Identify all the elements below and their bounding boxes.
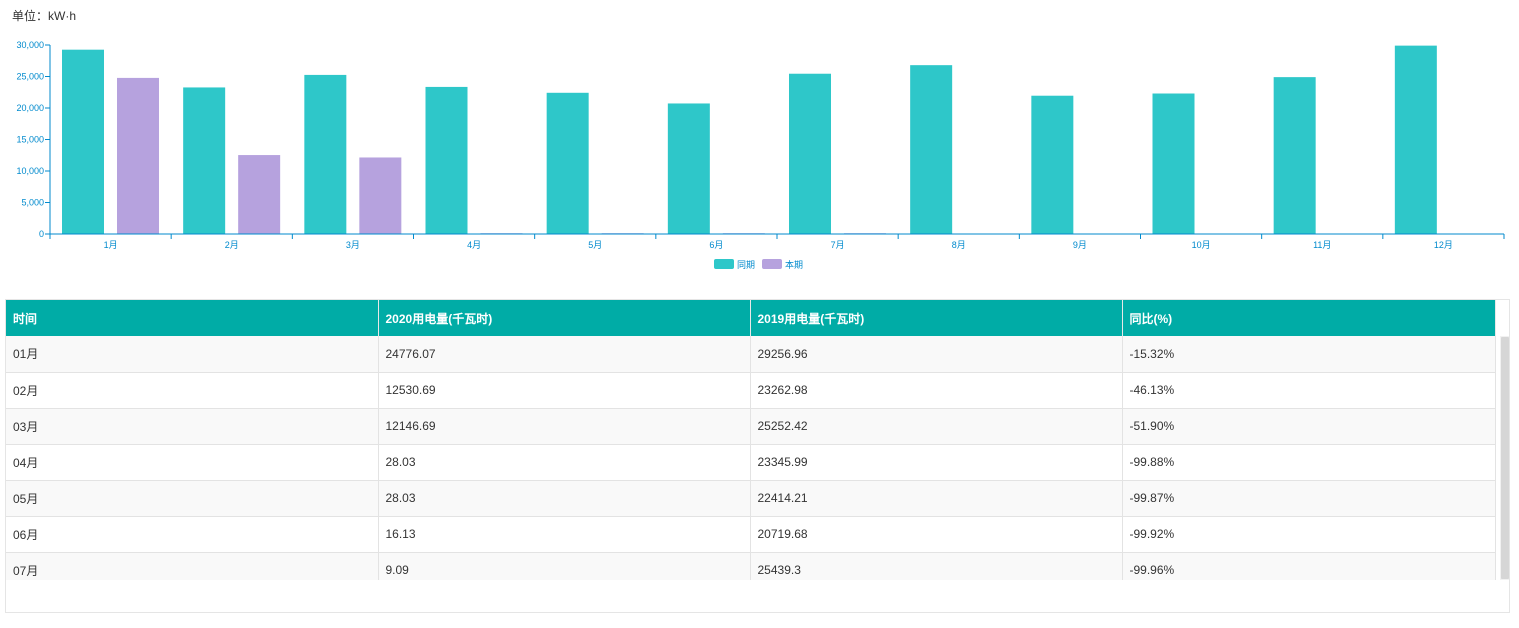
table-header-row: 时间 2020用电量(千瓦时) 2019用电量(千瓦时) 同比(%) bbox=[6, 300, 1496, 336]
y-tick-label: 15,000 bbox=[16, 135, 44, 145]
bar-same-period bbox=[1031, 95, 1074, 234]
monthly-consumption-chart: 0 5,000 10,000 15,000 20,000 25,000 30,000 1月 2月… bbox=[16, 40, 1505, 270]
cell-2019: 20719.68 bbox=[750, 516, 1123, 553]
bar-current-period bbox=[238, 155, 281, 234]
x-tick-label: 7月 bbox=[831, 240, 845, 250]
cell-time: 03月 bbox=[6, 408, 379, 445]
cell-ratio: -99.87% bbox=[1122, 480, 1496, 517]
cell-2019: 25252.42 bbox=[750, 408, 1123, 445]
x-tick-label: 4月 bbox=[467, 240, 481, 250]
cell-2020: 24776.07 bbox=[378, 336, 751, 373]
cell-2020: 12530.69 bbox=[378, 372, 751, 409]
cell-2019: 22414.21 bbox=[750, 480, 1123, 517]
bar-same-period bbox=[1152, 93, 1195, 234]
cell-2020: 16.13 bbox=[378, 516, 751, 553]
cell-time: 04月 bbox=[6, 444, 379, 481]
table-row[interactable]: 02月 12530.69 23262.98 -46.13% bbox=[6, 372, 1496, 409]
y-tick-label: 30,000 bbox=[16, 40, 44, 50]
x-tick-label: 5月 bbox=[588, 240, 602, 250]
bar-current-period bbox=[117, 77, 159, 234]
x-tick-label: 11月 bbox=[1313, 240, 1331, 250]
cell-time: 01月 bbox=[6, 336, 379, 373]
bar-same-period bbox=[425, 86, 468, 234]
cell-time: 06月 bbox=[6, 516, 379, 553]
bar-same-period bbox=[910, 65, 953, 234]
bar-same-period bbox=[304, 74, 347, 234]
unit-label: 单位：kW·h bbox=[12, 9, 76, 23]
table-row[interactable]: 06月 16.13 20719.68 -99.92% bbox=[6, 516, 1496, 553]
cell-2020: 28.03 bbox=[378, 444, 751, 481]
table-footer-area bbox=[6, 580, 1509, 612]
cell-ratio: -51.90% bbox=[1122, 408, 1496, 445]
y-tick-label: 0 bbox=[39, 229, 44, 239]
cell-2019: 29256.96 bbox=[750, 336, 1123, 373]
y-tick-label: 25,000 bbox=[16, 72, 44, 82]
legend-label: 本期 bbox=[785, 259, 803, 270]
x-tick-label: 3月 bbox=[346, 240, 360, 250]
bar-current-period bbox=[359, 157, 402, 234]
y-tick-label: 10,000 bbox=[16, 166, 44, 176]
bar-same-period bbox=[62, 49, 104, 234]
y-tick-label: 5,000 bbox=[21, 198, 44, 208]
cell-ratio: -99.88% bbox=[1122, 444, 1496, 481]
legend-label: 同期 bbox=[737, 260, 755, 270]
header-time[interactable]: 时间 bbox=[6, 300, 379, 336]
x-tick-label: 10月 bbox=[1192, 240, 1211, 250]
x-tick-label: 9月 bbox=[1073, 240, 1087, 250]
bar-same-period bbox=[1273, 77, 1316, 234]
table-row[interactable]: 05月 28.03 22414.21 -99.87% bbox=[6, 480, 1496, 517]
cell-2019: 23345.99 bbox=[750, 444, 1123, 481]
cell-ratio: -46.13% bbox=[1122, 372, 1496, 409]
bar-same-period bbox=[546, 92, 589, 234]
cell-ratio: -99.92% bbox=[1122, 516, 1496, 553]
table-row[interactable]: 04月 28.03 23345.99 -99.88% bbox=[6, 444, 1496, 481]
header-yoy-ratio[interactable]: 同比(%) bbox=[1122, 300, 1496, 336]
x-tick-label: 8月 bbox=[952, 240, 966, 250]
table-scrollbar[interactable] bbox=[1500, 336, 1509, 580]
x-tick-label: 2月 bbox=[225, 240, 239, 250]
table-row[interactable]: 03月 12146.69 25252.42 -51.90% bbox=[6, 408, 1496, 445]
cell-2020: 12146.69 bbox=[378, 408, 751, 445]
consumption-table: 时间 2020用电量(千瓦时) 2019用电量(千瓦时) 同比(%) 01月 2… bbox=[6, 300, 1496, 589]
bar-same-period bbox=[1394, 45, 1437, 234]
scrollbar-thumb[interactable] bbox=[1501, 337, 1509, 579]
x-tick-label: 12月 bbox=[1434, 240, 1453, 250]
header-2020-consumption[interactable]: 2020用电量(千瓦时) bbox=[378, 300, 751, 336]
consumption-table-container: 时间 2020用电量(千瓦时) 2019用电量(千瓦时) 同比(%) 01月 2… bbox=[5, 299, 1510, 613]
legend-item[interactable]: 本期 bbox=[762, 259, 803, 270]
cell-ratio: -15.32% bbox=[1122, 336, 1496, 373]
header-2019-consumption[interactable]: 2019用电量(千瓦时) bbox=[750, 300, 1123, 336]
table-row[interactable]: 01月 24776.07 29256.96 -15.32% bbox=[6, 336, 1496, 373]
cell-time: 05月 bbox=[6, 480, 379, 517]
cell-time: 02月 bbox=[6, 372, 379, 409]
x-tick-label: 1月 bbox=[104, 240, 118, 250]
bar-same-period bbox=[667, 103, 710, 234]
y-tick-label: 20,000 bbox=[16, 103, 44, 113]
legend-swatch bbox=[714, 259, 734, 269]
bar-same-period bbox=[183, 87, 226, 234]
cell-2019: 23262.98 bbox=[750, 372, 1123, 409]
bar-same-period bbox=[789, 73, 831, 234]
legend-item[interactable]: 同期 bbox=[714, 259, 755, 270]
x-tick-label: 6月 bbox=[709, 240, 723, 250]
cell-2020: 28.03 bbox=[378, 480, 751, 517]
legend-swatch bbox=[762, 259, 782, 269]
